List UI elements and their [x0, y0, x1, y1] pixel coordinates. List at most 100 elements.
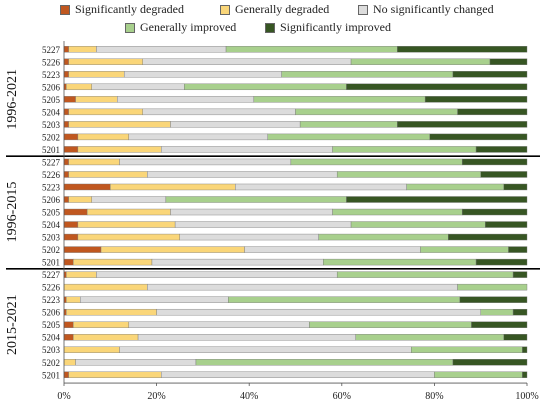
bar-segment	[336, 271, 514, 278]
bar-segment	[77, 233, 180, 241]
bar-segment	[406, 183, 505, 191]
bar-segment	[448, 233, 528, 241]
bar-segment	[63, 46, 69, 53]
bar-segment	[66, 296, 81, 303]
bar-segment	[63, 246, 102, 253]
legend-swatch	[60, 4, 70, 15]
bar-segment	[225, 46, 398, 53]
bar-segment	[68, 196, 92, 203]
row-label: 5204	[42, 333, 61, 343]
bar-segment	[119, 346, 412, 353]
row-label: 5206	[42, 195, 61, 205]
bar-segment	[522, 371, 528, 378]
bar-segment	[290, 158, 463, 166]
bar-segment	[80, 296, 229, 303]
bar-segment	[63, 346, 120, 353]
bar-segment	[309, 321, 472, 328]
bar-segment	[63, 233, 79, 241]
bar-segment	[350, 221, 486, 228]
legend-item-no-significantly-changed: No significantly changed	[358, 2, 494, 17]
bar-segment	[457, 108, 528, 116]
bar-segment	[355, 334, 505, 341]
bar-segment	[411, 346, 523, 353]
row-label: 5206	[42, 82, 61, 92]
bar-segment	[461, 208, 528, 216]
legend-item-significantly-degraded: Significantly degraded	[60, 2, 184, 17]
bar-segment	[332, 146, 477, 153]
bar-segment	[170, 208, 333, 216]
row-label: 5226	[42, 57, 61, 67]
x-tick-label: 20%	[147, 391, 165, 402]
bar-segment	[68, 108, 143, 116]
bar-segment	[91, 83, 185, 91]
bar-segment	[96, 46, 227, 53]
x-tick-label: 100%	[515, 391, 538, 402]
bar-segment	[512, 271, 528, 278]
bar-segment	[452, 359, 528, 366]
legend-item-generally-improved: Generally improved	[125, 20, 236, 35]
bar-segment	[397, 46, 528, 53]
bar-segment	[480, 308, 514, 316]
bar-segment	[63, 58, 69, 65]
row-label: 5223	[42, 182, 61, 192]
bar-segment	[336, 171, 481, 178]
row-label: 5227	[42, 270, 61, 280]
bar-segment	[235, 183, 407, 191]
bar-segment	[420, 246, 509, 253]
bar-segment	[63, 196, 69, 203]
bar-segment	[63, 71, 69, 78]
bar-segment	[63, 171, 69, 178]
bar-segment	[489, 58, 528, 65]
bar-segment	[244, 246, 421, 253]
row-label: 5203	[42, 345, 61, 355]
row-label: 5205	[42, 320, 61, 330]
bar-segment	[179, 233, 319, 241]
bar-segment	[63, 321, 74, 328]
bar-segment	[77, 221, 176, 228]
bar-segment	[63, 221, 79, 228]
bar-segment	[429, 133, 528, 141]
row-label: 5201	[42, 370, 60, 380]
bar-segment	[68, 158, 120, 166]
bar-segment	[503, 183, 528, 191]
bar-segment	[323, 258, 477, 266]
bar-segment	[63, 108, 69, 116]
bar-segment	[318, 233, 449, 241]
bar-segment	[346, 83, 528, 91]
x-tick-label: 40%	[240, 391, 258, 402]
bar-segment	[73, 258, 153, 266]
bar-segment	[119, 158, 292, 166]
bar-segment	[77, 133, 130, 141]
row-label: 5203	[42, 120, 61, 130]
bar-segment	[508, 246, 528, 253]
bar-segment	[73, 321, 130, 328]
bar-segment	[66, 271, 97, 278]
bar-segment	[281, 71, 454, 78]
row-label: 5226	[42, 283, 61, 293]
bar-segment	[75, 359, 197, 366]
bar-segment	[66, 83, 92, 91]
bar-segment	[63, 283, 148, 291]
bar-segment	[471, 321, 528, 328]
group-label: 1996-2021	[5, 69, 20, 130]
bar-segment	[434, 371, 523, 378]
bar-segment	[475, 258, 528, 266]
bar-segment	[63, 359, 76, 366]
bar-segment	[63, 371, 69, 378]
bar-segment	[452, 71, 528, 78]
row-label: 5205	[42, 208, 61, 218]
legend-label: No significantly changed	[373, 2, 494, 16]
bar-segment	[68, 71, 125, 78]
legend-label: Significantly degraded	[75, 2, 184, 16]
legend-label: Generally degraded	[235, 2, 330, 16]
bar-segment	[123, 71, 282, 78]
bar-segment	[63, 96, 76, 103]
row-label: 5205	[42, 95, 61, 105]
bar-segment	[156, 308, 481, 316]
bar-segment	[267, 133, 430, 141]
bar-segment	[332, 208, 463, 216]
bar-segment	[397, 121, 528, 128]
bar-segment	[63, 146, 79, 153]
bar-segment	[165, 196, 347, 203]
row-label: 5227	[42, 45, 61, 55]
